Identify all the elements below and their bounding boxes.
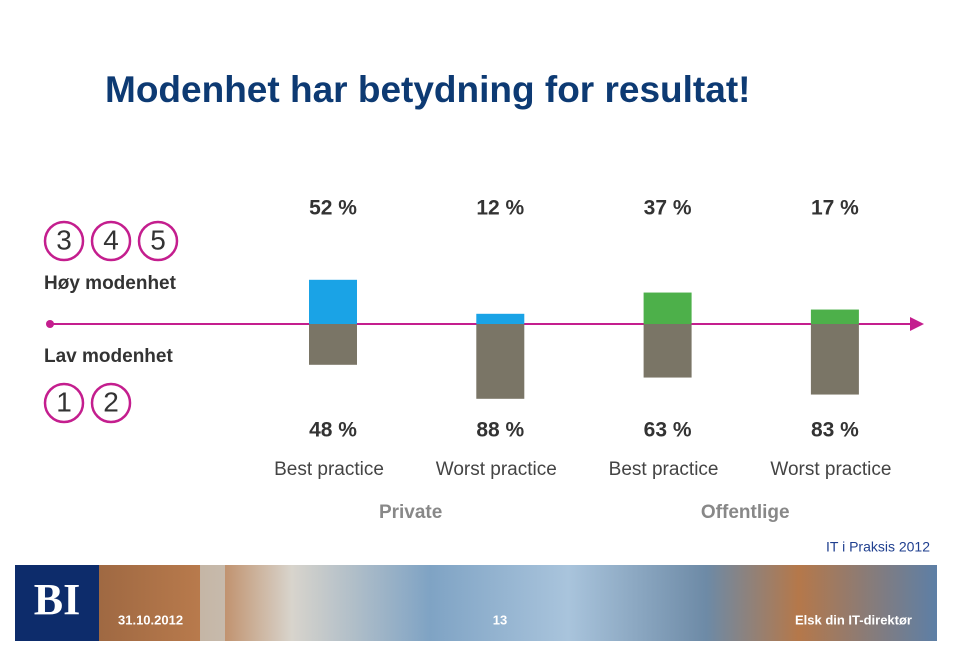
value-label: 88 % — [476, 419, 524, 442]
level-number: 5 — [150, 224, 166, 255]
series-name: Høy modenhet — [44, 273, 177, 294]
value-label: 12 % — [476, 197, 524, 220]
axis-start — [46, 320, 54, 328]
value-label: 48 % — [309, 419, 357, 442]
bar-high — [643, 292, 692, 324]
level-circle — [43, 220, 85, 262]
page-number: 13 — [493, 612, 507, 627]
value-label: 52 % — [309, 197, 357, 220]
brand: IT i Praksis 2012 — [826, 539, 930, 555]
bar-low — [476, 324, 525, 399]
bar-high — [309, 279, 357, 324]
value-label: 63 % — [644, 419, 692, 442]
category-label: Best practice — [274, 459, 384, 480]
category-label: Worst practice — [770, 459, 891, 480]
level-number: 4 — [103, 224, 119, 255]
group-label: Offentlige — [701, 502, 790, 523]
axis-arrow — [910, 317, 924, 331]
tagline: Elsk din IT-direktør — [795, 612, 912, 627]
date: 31.10.2012 — [118, 612, 183, 627]
series-name: Lav modenhet — [44, 346, 173, 367]
pillar — [200, 565, 225, 641]
level-circle — [90, 382, 132, 424]
level-number: 1 — [56, 386, 72, 417]
category-label: Worst practice — [436, 459, 557, 480]
logo-box — [15, 565, 99, 641]
level-number: 3 — [56, 224, 72, 255]
level-circle — [137, 220, 179, 262]
value-label: 17 % — [811, 197, 859, 220]
slide-title: Modenhet har betydning for resultat! — [105, 69, 750, 110]
bar-high — [810, 309, 859, 324]
category-label: Best practice — [609, 459, 719, 480]
group-label: Private — [379, 502, 442, 523]
level-circle — [43, 382, 85, 424]
logo: BI — [34, 575, 80, 624]
chart: 3 4 5 1 2 Høy modenhet Lav modenhet 52 % 48 % Bes… — [43, 197, 924, 523]
value-label: 83 % — [811, 419, 859, 442]
bar-low — [810, 324, 859, 395]
bar-low — [309, 324, 357, 365]
level-circle — [90, 220, 132, 262]
value-label: 37 % — [644, 197, 692, 220]
bar-high — [476, 313, 525, 324]
level-number: 2 — [103, 386, 119, 417]
footer-band — [15, 565, 937, 641]
bar-low — [643, 324, 692, 378]
